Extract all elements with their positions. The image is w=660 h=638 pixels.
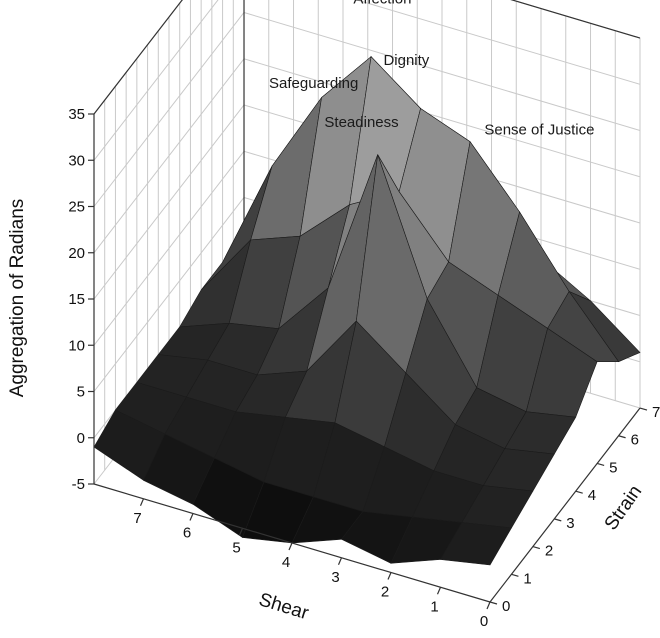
y-axis-title: Strain xyxy=(601,481,647,534)
z-tick-label: 25 xyxy=(68,199,85,216)
y-tick-label: 7 xyxy=(652,404,660,421)
z-tick-label: 0 xyxy=(77,430,85,447)
z-gridline xyxy=(93,0,641,161)
surface-cell xyxy=(440,522,512,566)
top-left-edge xyxy=(93,0,183,115)
x-axis-title: Shear xyxy=(256,589,311,624)
y-tick-label: 6 xyxy=(631,432,639,449)
x-tick-label: 5 xyxy=(232,539,240,556)
peak-label: Steadiness xyxy=(324,114,398,131)
y-axis-line xyxy=(489,407,641,603)
peak-label: Dignity xyxy=(383,52,429,69)
x-tick-mark xyxy=(139,498,145,506)
z-tick-label: 15 xyxy=(68,291,85,308)
annotation-layer: Affection Dignity Safeguarding Steadiness Se… xyxy=(269,0,594,139)
y-tick-mark xyxy=(596,462,605,467)
peak-label: Sense of Justice xyxy=(484,122,594,139)
x-tick-mark xyxy=(486,601,491,610)
z-tick-label: 35 xyxy=(68,106,85,123)
top-right-edge xyxy=(510,0,641,39)
z-tick-label: 20 xyxy=(68,245,85,262)
x-tick-label: 2 xyxy=(381,584,389,601)
x-tick-label: 3 xyxy=(331,569,339,586)
x-tick-label: 4 xyxy=(282,554,290,571)
surface-layer xyxy=(93,55,641,566)
peak-label: Affection xyxy=(353,0,411,8)
y-tick-mark xyxy=(489,601,498,605)
x-tick-mark xyxy=(238,528,244,536)
y-tick-mark xyxy=(511,573,519,577)
z-tick-label: 5 xyxy=(77,384,85,401)
x-tick-mark xyxy=(436,587,442,595)
y-tick-label: 5 xyxy=(609,459,617,476)
y-tick-mark xyxy=(554,518,562,522)
y-tick-mark xyxy=(532,546,541,550)
y-tick-label: 2 xyxy=(545,543,553,560)
x-tick-label: 1 xyxy=(430,598,438,615)
z-tick-label: 30 xyxy=(68,152,85,169)
y-tick-label: 4 xyxy=(588,487,596,504)
x-tick-mark xyxy=(337,557,343,565)
x-tick-mark xyxy=(288,542,293,551)
x-tick-label: 0 xyxy=(480,613,488,630)
y-tick-label: 3 xyxy=(566,515,574,532)
y-tick-mark xyxy=(639,407,648,411)
y-tick-label: 0 xyxy=(502,598,510,615)
x-tick-label: 7 xyxy=(133,510,141,527)
y-tick-mark xyxy=(618,435,626,439)
x-tick-mark xyxy=(387,572,392,580)
x-tick-label: 6 xyxy=(183,525,191,542)
z-axis-title: Aggregation of Radians xyxy=(7,199,28,398)
y-tick-label: 1 xyxy=(523,570,531,587)
x-tick-mark xyxy=(189,513,194,521)
z-tick-label: -5 xyxy=(72,476,85,493)
y-tick-mark xyxy=(575,490,583,494)
peak-label: Safeguarding xyxy=(269,75,358,92)
z-tick-label: 10 xyxy=(68,337,85,354)
